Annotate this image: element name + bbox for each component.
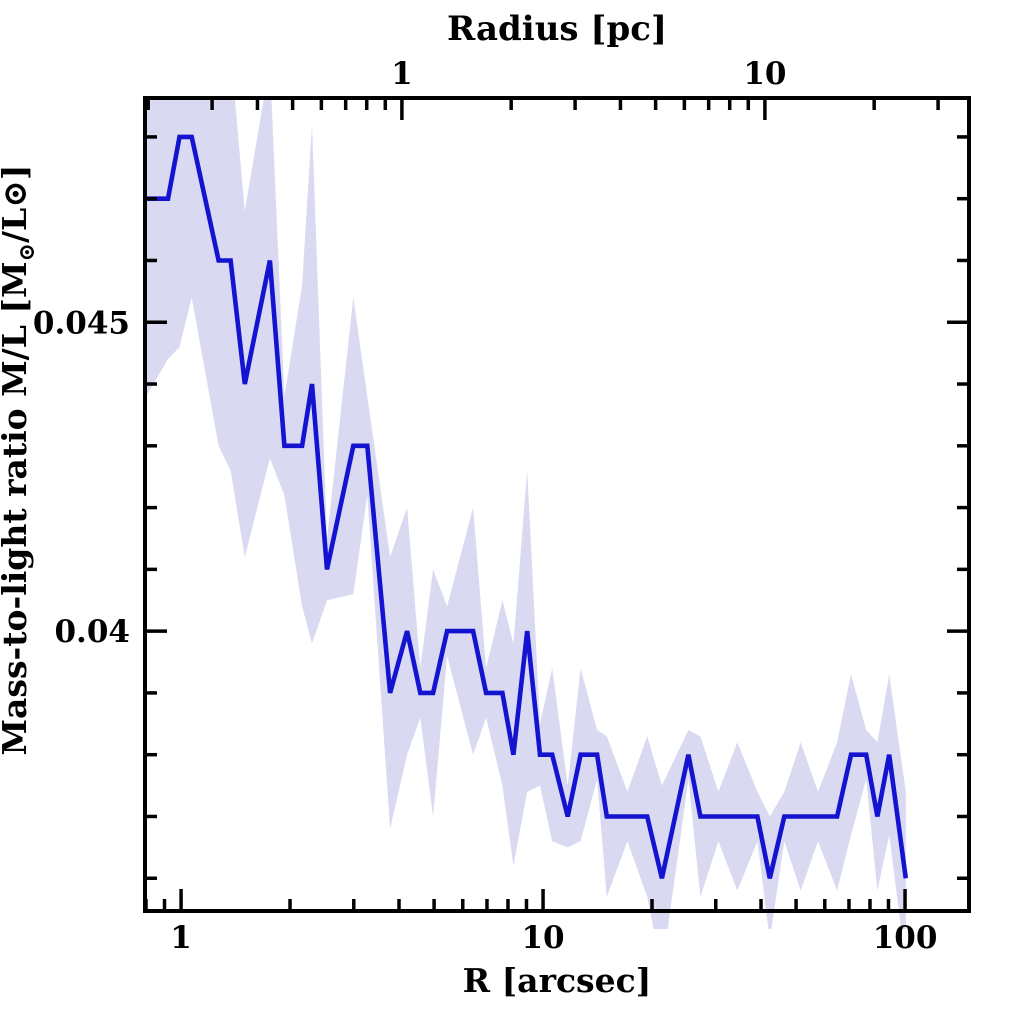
y-tick-label: 0.045 — [33, 305, 130, 341]
top-axis-title: Radius [pc] — [447, 9, 667, 49]
bottom-axis-title: R [arcsec] — [463, 961, 652, 1000]
y-axis-title: Mass-to-light ratio M/L [M⊙/L⊙] — [0, 164, 40, 755]
x-tick-label: 1 — [170, 920, 192, 956]
error-band — [146, 98, 906, 929]
top-tick-label: 10 — [743, 56, 786, 92]
y-tick-label: 0.04 — [54, 614, 130, 650]
top-tick-label: 1 — [391, 56, 413, 92]
x-tick-label: 10 — [521, 920, 564, 956]
plot-frame — [143, 96, 971, 913]
x-tick-label: 100 — [873, 920, 938, 956]
ml-profile-line — [146, 134, 909, 879]
